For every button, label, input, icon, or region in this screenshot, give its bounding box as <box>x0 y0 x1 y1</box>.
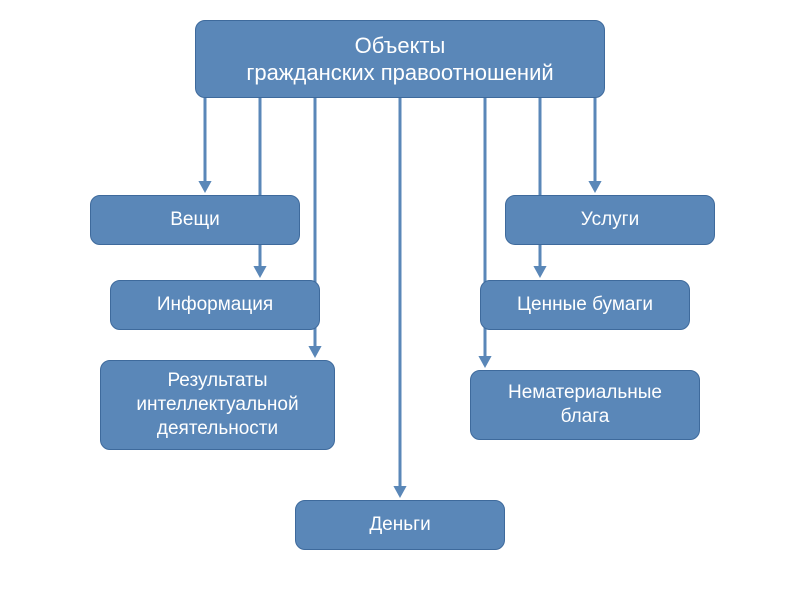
node-things: Вещи <box>90 195 300 245</box>
node-label: Нематериальные блага <box>508 381 662 429</box>
node-services: Услуги <box>505 195 715 245</box>
node-label: Информация <box>157 293 273 317</box>
node-label: Результаты интеллектуальной деятельности <box>136 369 298 440</box>
node-securities: Ценные бумаги <box>480 280 690 330</box>
node-results: Результаты интеллектуальной деятельности <box>100 360 335 450</box>
node-intangible: Нематериальные блага <box>470 370 700 440</box>
node-label: Услуги <box>581 208 639 232</box>
node-label: Деньги <box>369 513 430 537</box>
node-money: Деньги <box>295 500 505 550</box>
root-label: Объекты гражданских правоотношений <box>246 32 553 87</box>
node-label: Ценные бумаги <box>517 293 653 317</box>
node-label: Вещи <box>170 208 220 232</box>
root-node: Объекты гражданских правоотношений <box>195 20 605 98</box>
node-info: Информация <box>110 280 320 330</box>
